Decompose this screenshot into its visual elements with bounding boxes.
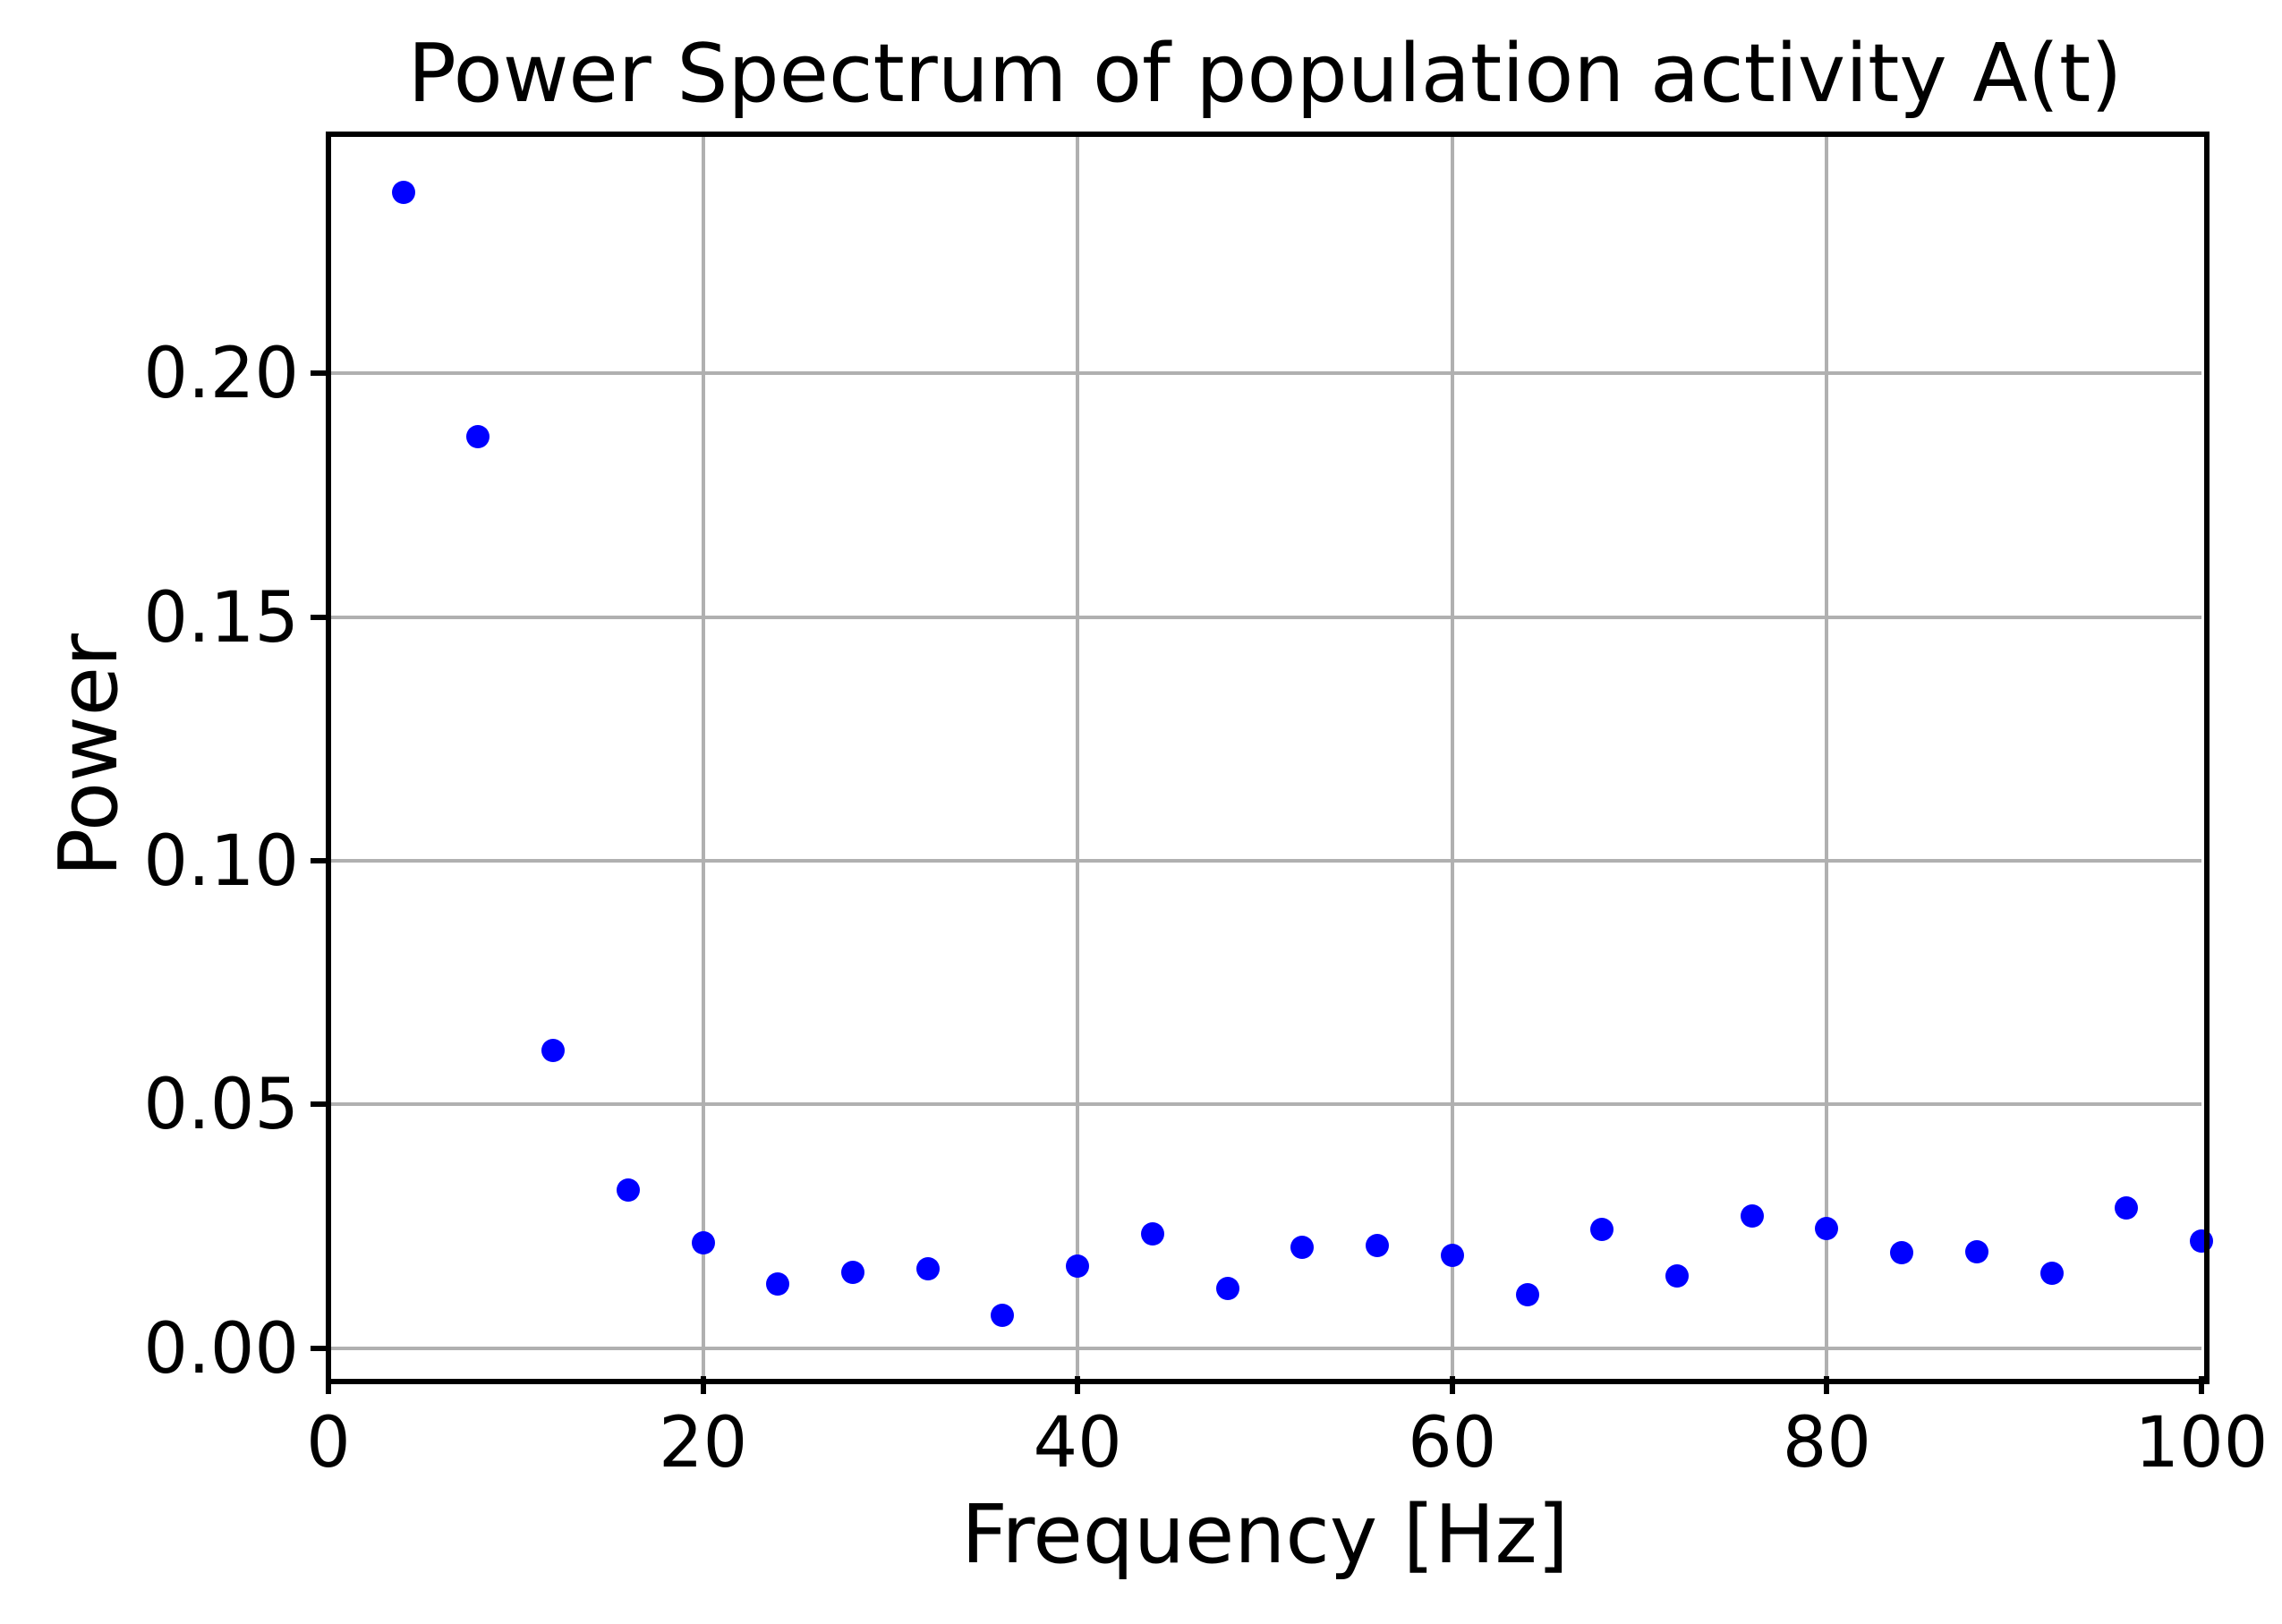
y-tick-mark-0.1	[311, 857, 328, 863]
data-point	[1740, 1203, 1764, 1228]
y-tick-mark-0.15	[311, 614, 328, 620]
data-point	[915, 1257, 940, 1281]
data-point	[1964, 1240, 1988, 1264]
data-point	[391, 180, 415, 204]
data-point	[1890, 1241, 1914, 1265]
gridline-y-0.2	[328, 371, 2201, 376]
data-point	[1665, 1263, 1689, 1288]
data-point	[1066, 1254, 1090, 1278]
y-axis-label: Power	[42, 633, 136, 878]
x-tick-mark-80	[1824, 1376, 1830, 1394]
gridline-x-80	[1825, 134, 1829, 1376]
data-point	[1440, 1243, 1464, 1267]
data-point	[691, 1230, 715, 1254]
gridline-x-40	[1076, 134, 1080, 1376]
x-tick-label: 40	[1033, 1403, 1122, 1484]
data-point	[841, 1260, 865, 1284]
x-tick-mark-20	[700, 1376, 706, 1394]
data-point	[2190, 1229, 2213, 1254]
data-point	[766, 1272, 790, 1296]
x-tick-label: 80	[1782, 1403, 1872, 1484]
data-point	[466, 424, 490, 448]
gridline-y-0.1	[328, 858, 2201, 863]
x-tick-label: 0	[306, 1403, 351, 1484]
gridline-x-60	[1450, 134, 1454, 1376]
x-tick-label: 100	[2134, 1403, 2269, 1484]
x-tick-mark-100	[2199, 1376, 2204, 1394]
x-tick-label: 60	[1408, 1403, 1497, 1484]
data-point	[616, 1178, 640, 1202]
data-point	[2115, 1195, 2139, 1220]
gridline-y-0.05	[328, 1102, 2201, 1107]
data-point	[1815, 1216, 1839, 1240]
x-tick-mark-60	[1449, 1376, 1455, 1394]
x-tick-label: 20	[658, 1403, 748, 1484]
x-tick-mark-0	[326, 1376, 331, 1394]
data-point	[1290, 1236, 1315, 1260]
data-point	[1366, 1234, 1390, 1258]
y-tick-mark-0	[311, 1345, 328, 1351]
y-tick-label: 0.10	[143, 821, 299, 902]
y-tick-label: 0.00	[143, 1308, 299, 1390]
plot-area	[328, 134, 2213, 1376]
data-point	[2039, 1262, 2064, 1285]
x-tick-mark-40	[1075, 1376, 1081, 1394]
y-tick-mark-0.2	[311, 370, 328, 377]
y-tick-label: 0.05	[143, 1065, 299, 1146]
gridline-y-0.15	[328, 615, 2201, 619]
data-point	[1140, 1221, 1164, 1246]
chart-title: Power Spectrum of population activity A(…	[407, 27, 2123, 121]
y-tick-label: 0.15	[143, 577, 299, 659]
data-point	[1515, 1282, 1539, 1306]
gridline-y-0	[328, 1346, 2201, 1350]
y-tick-mark-0.05	[311, 1101, 328, 1108]
data-point	[1215, 1277, 1239, 1301]
x-axis-label: Frequency [Hz]	[961, 1488, 1569, 1582]
data-point	[1590, 1217, 1614, 1241]
gridline-x-20	[701, 134, 705, 1376]
data-point	[991, 1303, 1015, 1327]
data-point	[541, 1038, 566, 1062]
y-tick-label: 0.20	[143, 334, 299, 415]
